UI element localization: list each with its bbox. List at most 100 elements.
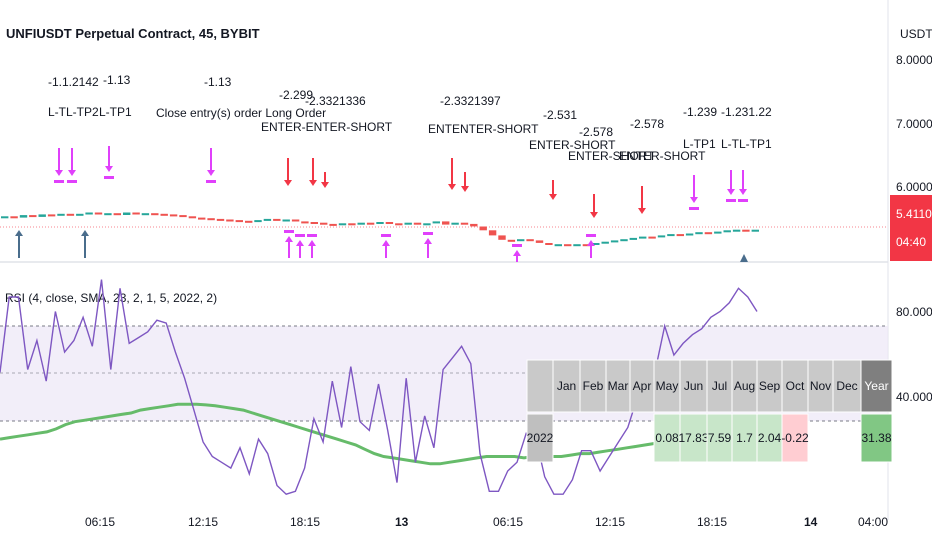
signal-arrow-down (68, 148, 76, 176)
candle (123, 212, 131, 215)
signal-label: -1.1.2142 (48, 75, 99, 89)
time-tick: 12:15 (188, 515, 218, 529)
candle (1, 216, 9, 219)
table-header-label: Aug (734, 379, 755, 393)
candle (76, 213, 84, 216)
candle (582, 244, 591, 247)
signal-arrow-down (461, 172, 469, 192)
candle (460, 222, 469, 225)
signal-label: -1.239 (683, 105, 717, 119)
signal-bar (726, 199, 736, 202)
candle (507, 239, 516, 242)
candle (451, 222, 459, 225)
table-month-value: -0.22 (781, 431, 809, 445)
candle (517, 239, 525, 242)
candle (573, 244, 581, 247)
candle (676, 234, 684, 237)
rsi-tick-40: 40.0000 (896, 390, 932, 404)
countdown-value: 04:40 (896, 235, 926, 249)
table-header-label: Feb (583, 379, 604, 393)
candle (104, 213, 112, 216)
signal-label: ENTER-SHORT (619, 149, 706, 163)
price-tick-7: 7.0000 (896, 117, 932, 131)
candle (38, 214, 46, 217)
table-header-label: Jul (712, 379, 727, 393)
time-tick: 06:15 (493, 515, 523, 529)
signal-arrow-down (105, 146, 113, 172)
signal-label: -2.3321397 (440, 94, 501, 108)
table-header-cell (706, 359, 733, 413)
signal-arrow-down (590, 194, 598, 218)
time-tick: 04:00 (858, 515, 888, 529)
table-header-cell (860, 359, 893, 413)
table-total-value: 31.38 (861, 431, 891, 445)
signal-bar (586, 234, 596, 237)
table-header-label: May (656, 379, 679, 393)
candle (714, 231, 722, 234)
candle (273, 218, 281, 221)
table-header-label: Oct (786, 379, 805, 393)
rsi-line (0, 279, 758, 495)
signal-label: -1.13 (103, 73, 131, 87)
candle (376, 222, 384, 224)
candle (723, 230, 731, 233)
table-header-label: Mar (608, 379, 629, 393)
signal-arrow-down (207, 148, 215, 176)
candle (329, 223, 337, 226)
signal-bar (423, 232, 433, 235)
table-month-cell (781, 413, 809, 463)
table-header-label: Dec (836, 379, 857, 393)
table-month-value: 7.59 (708, 431, 732, 445)
signal-bar (689, 207, 699, 210)
candle (320, 222, 328, 225)
candle (10, 216, 18, 219)
signal-arrow-down (549, 180, 557, 200)
candle (742, 229, 750, 232)
signal-bar (54, 180, 64, 183)
signal-label: ENTER-SHORT (568, 149, 655, 163)
candle (29, 215, 37, 218)
signal-label: L-TP1 (99, 105, 132, 119)
signal-bar (381, 234, 391, 237)
candle (535, 240, 544, 243)
signal-markers (15, 146, 748, 262)
signal-arrow-down (309, 158, 317, 186)
candle (413, 222, 422, 225)
signal-arrow-down (739, 170, 747, 195)
signal-arrow-up (513, 250, 521, 262)
price-tick-8: 8.0000 (896, 53, 932, 67)
signal-label: -2.531 (543, 108, 577, 122)
candle (479, 226, 487, 231)
candle (141, 213, 150, 216)
table-header-label: Year (864, 379, 888, 393)
time-tick-day: 14 (804, 515, 818, 529)
table-header-cell (807, 359, 834, 413)
signal-label: ENTER-SHORT (529, 138, 616, 152)
candle (545, 243, 553, 245)
table-header-label: Nov (810, 379, 831, 393)
candle (282, 219, 290, 222)
signal-bar (295, 234, 305, 237)
candle (179, 215, 187, 218)
table-month-cell (679, 413, 708, 463)
candle (498, 235, 506, 240)
signal-bar (307, 234, 317, 237)
candle (610, 240, 619, 243)
candle (85, 212, 93, 215)
time-tick-day: 13 (395, 515, 409, 529)
candle (310, 222, 318, 224)
time-axis: 06:15 12:15 18:15 13 06:15 12:15 18:15 1… (85, 515, 888, 529)
table-header-cell (629, 359, 655, 413)
currency-label: USDT (900, 27, 932, 41)
signal-label: L-TL-TP2 (48, 105, 99, 119)
candle (291, 219, 300, 222)
time-tick: 18:15 (697, 515, 727, 529)
table-month-value: 17.83 (678, 431, 708, 445)
candle (160, 213, 168, 216)
signal-arrow-down (448, 158, 456, 190)
candle (667, 234, 675, 237)
table-year-label: 2022 (527, 431, 554, 445)
candle (132, 212, 140, 215)
signal-arrow-down (321, 172, 329, 188)
time-tick: 18:15 (290, 515, 320, 529)
